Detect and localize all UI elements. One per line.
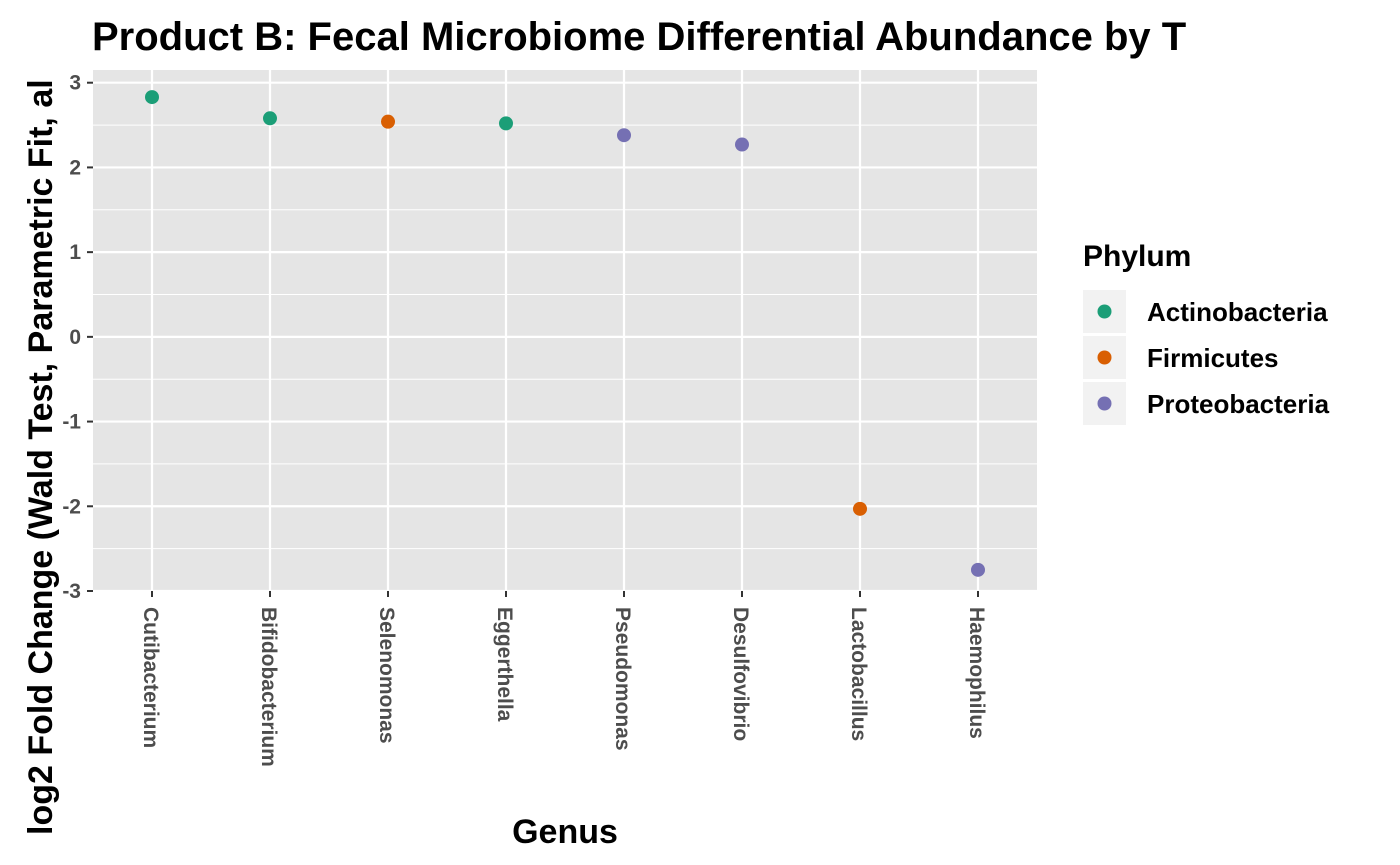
x-axis-ticks: Cutibacterium Bifidobacterium Selenomonas E… [139,591,988,767]
y-tick-label: 2 [69,156,81,179]
y-tick-label: -2 [62,495,81,518]
y-tick-label: 1 [69,241,81,264]
data-point-bifidobacterium [263,111,277,126]
legend-label-proteobacteria: Proteobacteria [1147,389,1330,419]
data-point-cutibacterium [145,90,159,105]
x-tick-label: Desulfovibrio [729,607,752,741]
x-tick-label: Bifidobacterium [257,607,280,767]
x-tick-label: Pseudomonas [611,607,634,751]
legend-key-actinobacteria [1097,304,1112,319]
legend-title: Phylum [1083,240,1191,273]
legend-label-firmicutes: Firmicutes [1147,343,1279,373]
data-point-haemophilus [971,562,985,577]
x-tick-label: Selenomonas [375,607,398,744]
data-points [145,90,985,577]
x-tick-label: Haemophilus [965,607,988,739]
legend-label-actinobacteria: Actinobacteria [1147,297,1328,327]
y-tick-label: -3 [62,580,81,603]
chart-title: Product B: Fecal Microbiome Differential… [92,15,1186,59]
data-point-eggerthella [499,116,513,131]
legend-key-firmicutes [1097,350,1112,365]
major-gridlines [93,70,1037,593]
x-axis-title: Genus [512,813,618,851]
data-point-selenomonas [381,114,395,129]
data-point-desulfovibrio [735,137,749,152]
data-point-lactobacillus [853,501,867,516]
data-point-pseudomonas [617,128,631,143]
y-axis-ticks: -3 -2 -1 0 1 2 3 [62,72,93,603]
y-axis-title: log2 Fold Change (Wald Test, Parametric … [22,79,60,835]
y-tick-label: 3 [69,72,81,95]
minor-gridlines [93,124,1037,550]
x-tick-label: Cutibacterium [139,607,162,748]
plot-panel [93,70,1037,591]
legend-key-proteobacteria [1097,396,1112,411]
legend-items: Actinobacteria Firmicutes Proteobacteria [1083,290,1330,425]
legend: Phylum Actinobacteria Firmicutes Proteobac… [1083,240,1330,425]
y-tick-label: 0 [69,326,81,349]
x-tick-label: Eggerthella [493,607,516,722]
y-tick-label: -1 [62,411,81,434]
x-tick-label: Lactobacillus [847,607,870,741]
